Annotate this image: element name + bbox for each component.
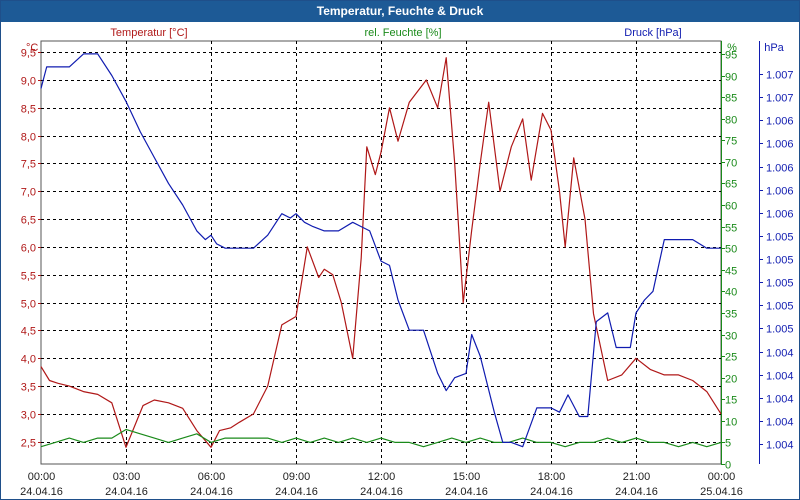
humidity-tick-label: 35	[725, 309, 737, 321]
pressure-series-line	[40, 53, 721, 448]
temperature-tick-label: 8,0	[21, 132, 36, 144]
temperature-tick-label: 5,5	[21, 271, 36, 283]
x-tick-time: 15:00	[453, 471, 481, 483]
x-tick-date: 24.04.16	[275, 486, 318, 498]
window-title: Temperatur, Feuchte & Druck	[1, 1, 799, 22]
x-tick-time: 06:00	[198, 471, 226, 483]
humidity-unit: %	[727, 42, 737, 54]
humidity-tick-label: 90	[725, 72, 737, 84]
pressure-tick-label: 1.005	[766, 324, 794, 336]
pressure-tick-label: 1.006	[766, 139, 794, 151]
x-tick-date: 24.04.16	[360, 486, 403, 498]
humidity-tick-label: 55	[725, 223, 737, 235]
x-tick-time: 09:00	[283, 471, 311, 483]
x-tick-time: 00:00	[708, 471, 736, 483]
pressure-tick-label: 1.007	[766, 93, 794, 105]
humidity-tick-label: 20	[725, 374, 737, 386]
x-tick-date: 24.04.16	[615, 486, 658, 498]
humidity-tick-label: 40	[725, 287, 737, 299]
temperature-axis-title: Temperatur [°C]	[110, 27, 187, 39]
x-tick-time: 12:00	[368, 471, 396, 483]
pressure-tick-label: 1.004	[766, 371, 794, 383]
pressure-tick-label: 1.005	[766, 301, 794, 313]
temperature-tick-label: 3,0	[21, 410, 36, 422]
temperature-tick-label: 6,0	[21, 243, 36, 255]
x-tick-date: 24.04.16	[530, 486, 573, 498]
humidity-tick-label: 70	[725, 158, 737, 170]
humidity-tick-label: 45	[725, 266, 737, 278]
pressure-unit: hPa	[764, 42, 784, 54]
humidity-tick-label: 50	[725, 244, 737, 256]
humidity-tick-label: 0	[725, 460, 731, 472]
pressure-tick-label: 1.007	[766, 70, 794, 82]
pressure-tick-label: 1.004	[766, 440, 794, 452]
humidity-axis-title: rel. Feuchte [%]	[364, 27, 441, 39]
temperature-tick-label: 9,5	[21, 48, 36, 60]
humidity-tick-label: 60	[725, 201, 737, 213]
temperature-unit: °C	[26, 42, 38, 54]
humidity-tick-label: 10	[725, 417, 737, 429]
pressure-tick-label: 1.005	[766, 255, 794, 267]
pressure-tick-label: 1.005	[766, 278, 794, 290]
temperature-tick-label: 7,5	[21, 159, 36, 171]
x-tick-time: 03:00	[113, 471, 141, 483]
humidity-tick-label: 75	[725, 136, 737, 148]
humidity-tick-label: 25	[725, 352, 737, 364]
x-tick-date: 25.04.16	[700, 486, 743, 498]
temperature-tick-label: 9,0	[21, 76, 36, 88]
x-tick-date: 24.04.16	[20, 486, 63, 498]
temperature-tick-label: 6,5	[21, 215, 36, 227]
x-tick-date: 24.04.16	[105, 486, 148, 498]
pressure-tick-label: 1.004	[766, 417, 794, 429]
temperature-tick-label: 2,5	[21, 438, 36, 450]
pressure-tick-label: 1.006	[766, 186, 794, 198]
pressure-tick-label: 1.006	[766, 209, 794, 221]
pressure-tick-label: 1.004	[766, 348, 794, 360]
humidity-tick-label: 85	[725, 93, 737, 105]
pressure-axis-title: Druck [hPa]	[624, 27, 681, 39]
temperature-tick-label: 5,0	[21, 299, 36, 311]
temperature-series-line	[40, 57, 722, 448]
humidity-tick-label: 15	[725, 395, 737, 407]
temperature-tick-label: 4,5	[21, 326, 36, 338]
pressure-tick-label: 1.004	[766, 394, 794, 406]
x-tick-time: 18:00	[538, 471, 566, 483]
humidity-tick-label: 30	[725, 331, 737, 343]
humidity-tick-label: 65	[725, 179, 737, 191]
humidity-tick-label: 5	[725, 438, 731, 450]
temperature-tick-label: 8,5	[21, 104, 36, 116]
temperature-tick-label: 3,5	[21, 382, 36, 394]
temperature-tick-label: 7,0	[21, 187, 36, 199]
pressure-tick-label: 1.006	[766, 116, 794, 128]
humidity-tick-label: 95	[725, 50, 737, 62]
humidity-tick-label: 80	[725, 115, 737, 127]
x-tick-time: 21:00	[623, 471, 651, 483]
x-tick-date: 24.04.16	[190, 486, 233, 498]
pressure-tick-label: 1.006	[766, 163, 794, 175]
humidity-series-line	[40, 428, 722, 448]
x-tick-time: 00:00	[28, 471, 56, 483]
pressure-tick-label: 1.005	[766, 232, 794, 244]
temperature-tick-label: 4,0	[21, 354, 36, 366]
x-tick-date: 24.04.16	[445, 486, 488, 498]
